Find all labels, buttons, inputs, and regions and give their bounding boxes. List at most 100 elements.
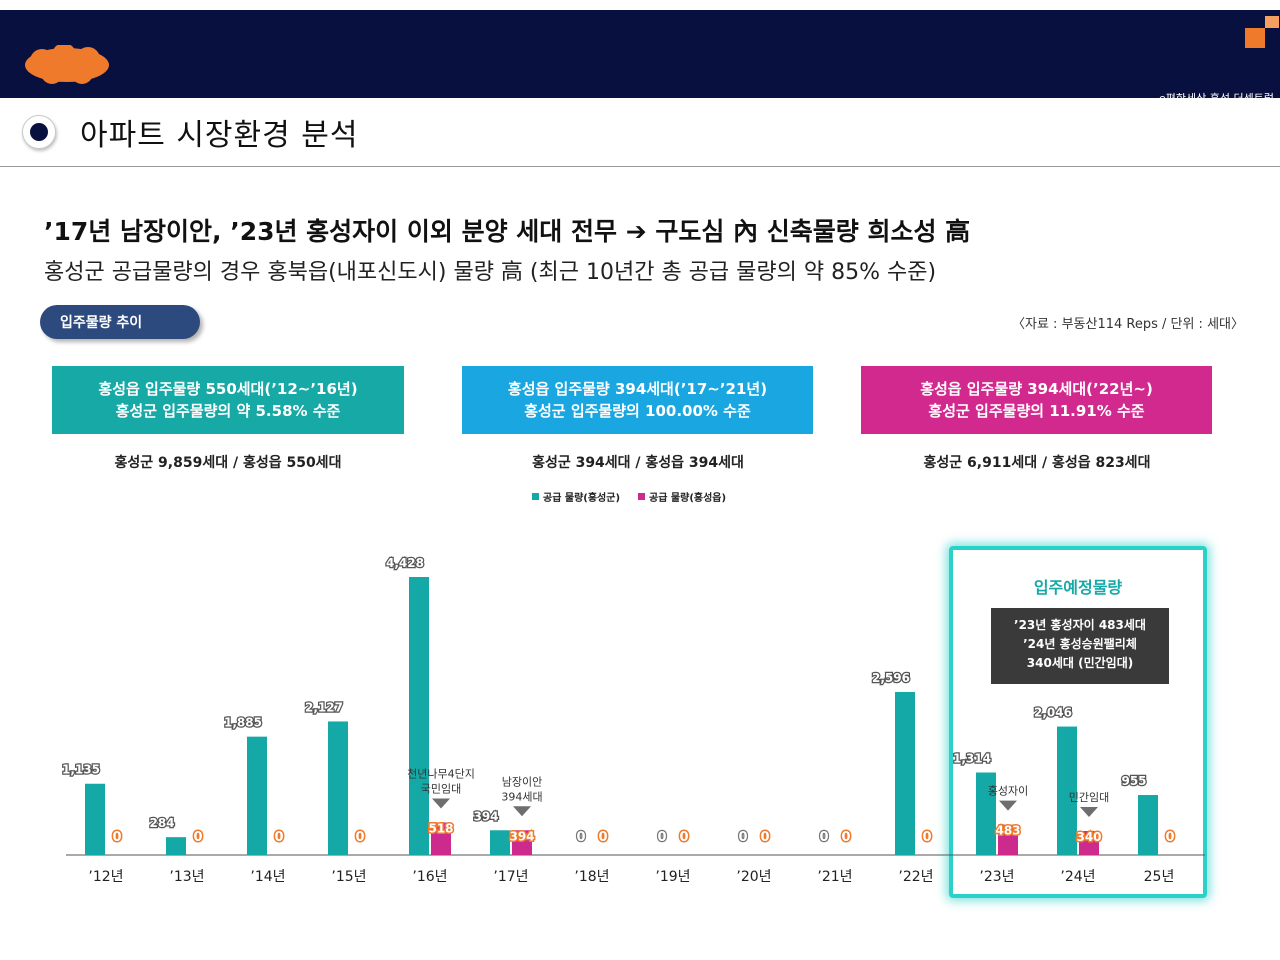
x-tick-label: ’17년 <box>493 869 528 885</box>
summary-2017-2021: 홍성군 394세대 / 홍성읍 394세대 <box>532 455 744 471</box>
data-label-county: 4,428 <box>386 556 424 570</box>
forecast-note: ’23년 홍성자이 483세대 ’24년 홍성승원팰리체 340세대 (민간임대… <box>991 608 1169 684</box>
legend-swatch-teal <box>532 493 539 500</box>
forecast-highlight-box: 입주예정물량 ’23년 홍성자이 483세대 ’24년 홍성승원팰리체 340세… <box>949 546 1207 898</box>
data-label-county: 394 <box>473 809 498 823</box>
source-note: 〈자료 : 부동산114 Reps / 단위 : 세대〉 <box>1012 317 1244 332</box>
x-tick-label: 25년 <box>1144 869 1175 885</box>
x-tick-label: ’20년 <box>736 869 771 885</box>
title-divider <box>0 166 1280 167</box>
summary-2012-2016: 홍성군 9,859세대 / 홍성읍 550세대 <box>114 455 342 471</box>
x-tick-label: ’22년 <box>898 869 933 885</box>
forecast-note-line: 340세대 (민간임대) <box>1026 656 1134 670</box>
header-bar: e편한세상 홍성 더센트럴 <box>0 10 1280 105</box>
data-label-county: 2,596 <box>872 671 910 685</box>
data-label-town: 0 <box>193 830 202 845</box>
bar-county <box>166 837 186 855</box>
data-label-town: 518 <box>428 821 453 835</box>
info-box-2017-2021: 홍성읍 입주물량 394세대(’17~’21년) 홍성군 입주물량의 100.0… <box>462 366 813 434</box>
chart-legend: 공급 물량(홍성군) 공급 물량(홍성읍) <box>532 489 726 504</box>
annotation-text: 394세대 <box>501 790 542 803</box>
x-tick-label: ’15년 <box>331 869 366 885</box>
info-box-line2: 홍성군 입주물량의 100.00% 수준 <box>524 402 751 420</box>
bar-town <box>998 824 1018 855</box>
bar-county <box>976 772 996 855</box>
annotation-text: 국민임대 <box>421 782 461 795</box>
info-box-line1: 홍성읍 입주물량 550세대(’12~’16년) <box>98 380 358 398</box>
data-label-county: 0 <box>819 830 828 845</box>
brand-mark-small-icon <box>1265 16 1279 28</box>
data-label-county: 1,314 <box>953 752 991 766</box>
legend-item-town: 공급 물량(홍성읍) <box>638 489 726 504</box>
legend-label: 공급 물량(홍성읍) <box>649 493 727 504</box>
data-label-town: 0 <box>1165 830 1174 845</box>
x-tick-label: ’14년 <box>250 869 285 885</box>
page-title: 아파트 시장환경 분석 <box>80 118 359 153</box>
x-tick-label: ’23년 <box>979 869 1014 885</box>
data-label-town: 0 <box>274 830 283 845</box>
x-tick-label: ’19년 <box>655 869 690 885</box>
bar-county <box>328 721 348 855</box>
bar-county <box>85 783 105 855</box>
data-label-town: 0 <box>922 830 931 845</box>
summary-2022-onward: 홍성군 6,911세대 / 홍성읍 823세대 <box>923 455 1151 471</box>
legend-item-county: 공급 물량(홍성군) <box>532 489 620 504</box>
data-label-town: 0 <box>760 830 769 845</box>
bar-town <box>1079 831 1099 855</box>
data-label-town: 0 <box>112 830 121 845</box>
legend-swatch-magenta <box>638 493 646 500</box>
forecast-note-line: ’24년 홍성승원팰리체 <box>1023 637 1137 651</box>
bar-county <box>1138 795 1158 855</box>
data-label-county: 284 <box>149 816 174 830</box>
data-label-county: 0 <box>657 830 666 845</box>
x-tick-label: ’24년 <box>1060 869 1095 885</box>
x-tick-label: ’12년 <box>88 869 123 885</box>
annotation-arrow-icon <box>999 800 1017 811</box>
bar-town <box>431 822 451 855</box>
forecast-title: 입주예정물량 <box>1033 578 1123 597</box>
data-label-county: 1,885 <box>224 716 262 730</box>
forecast-note-line: ’23년 홍성자이 483세대 <box>1014 618 1146 632</box>
x-tick-label: ’13년 <box>169 869 204 885</box>
brand-mark-square-icon <box>1245 28 1265 48</box>
bar-county <box>409 577 429 855</box>
annotation-arrow-icon <box>432 798 450 809</box>
data-label-town: 0 <box>841 830 850 845</box>
info-box-2022-onward: 홍성읍 입주물량 394세대(’22년~) 홍성군 입주물량의 11.91% 수… <box>861 366 1212 434</box>
info-box-line1: 홍성읍 입주물량 394세대(’22년~) <box>920 380 1153 398</box>
info-box-line2: 홍성군 입주물량의 11.91% 수준 <box>928 402 1145 420</box>
annotation-arrow-icon <box>1080 807 1098 817</box>
info-box-2012-2016: 홍성읍 입주물량 550세대(’12~’16년) 홍성군 입주물량의 약 5.5… <box>52 366 404 434</box>
x-tick-label: ’16년 <box>412 869 447 885</box>
bar-county <box>895 692 915 855</box>
bar-county <box>247 736 267 855</box>
data-label-town: 340 <box>1076 830 1101 844</box>
info-box-line2: 홍성군 입주물량의 약 5.58% 수준 <box>115 402 341 420</box>
brand-cloud-logo-icon <box>25 45 109 84</box>
data-label-county: 0 <box>738 830 747 845</box>
brand-name: e편한세상 홍성 더센트럴 <box>1159 92 1274 105</box>
data-label-town: 0 <box>679 830 688 845</box>
data-label-county: 2,046 <box>1034 706 1072 720</box>
bar-county <box>490 830 510 855</box>
annotation-text: 민간임대 <box>1069 791 1109 804</box>
data-label-town: 0 <box>598 830 607 845</box>
title-bullet-icon <box>22 115 56 149</box>
x-tick-label: ’18년 <box>574 869 609 885</box>
page-title-row: 아파트 시장환경 분석 <box>22 112 359 153</box>
data-label-town: 0 <box>355 830 364 845</box>
data-label-town: 394 <box>509 829 534 843</box>
x-tick-label: ’21년 <box>817 869 852 885</box>
data-label-county: 955 <box>1121 774 1146 788</box>
annotation-text: 천년나무4단지 <box>407 766 475 780</box>
annotation-text: 홍성자이 <box>988 784 1028 798</box>
legend-label: 공급 물량(홍성군) <box>543 493 621 504</box>
section-pill: 입주물량 추이 <box>40 305 200 339</box>
headline: ’17년 남장이안, ’23년 홍성자이 이외 분양 세대 전무 ➔ 구도심 內… <box>44 217 971 246</box>
bar-county <box>1057 726 1077 855</box>
annotation-text: 남장이안 <box>502 775 542 788</box>
data-label-town: 483 <box>995 824 1020 838</box>
info-box-line1: 홍성읍 입주물량 394세대(’17~’21년) <box>507 380 768 398</box>
data-label-county: 1,135 <box>62 763 100 777</box>
